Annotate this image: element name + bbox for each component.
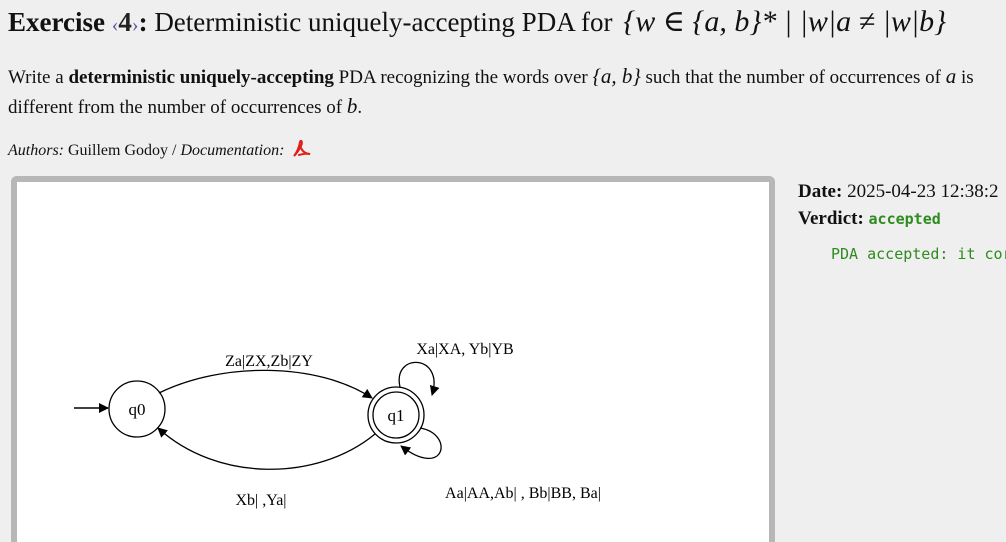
submission-info: Date: 2025-04-23 12:38:2 Verdict: accept… bbox=[798, 178, 999, 233]
desc-sym-b: b bbox=[346, 94, 358, 118]
exercise-title-text: Deterministic uniquely-accepting PDA for bbox=[154, 7, 613, 37]
verdict-value: accepted bbox=[868, 210, 941, 228]
transition-q1-loop-top bbox=[398, 361, 440, 396]
exercise-title-math: {w ∈ {a, b}* | |w|a ≠ |w|b} bbox=[623, 5, 947, 38]
transition-q1-q0-label: Xb| ,Ya| bbox=[235, 492, 286, 509]
exercise-title: Exercise ‹4›: Deterministic uniquely-acc… bbox=[8, 2, 946, 45]
desc-middle: PDA recognizing the words over bbox=[338, 67, 588, 88]
desc-middle2: is different from the number of occurren… bbox=[8, 67, 974, 118]
exercise-number[interactable]: 4 bbox=[118, 7, 132, 37]
next-exercise-icon[interactable]: › bbox=[131, 14, 139, 36]
date-row: Date: 2025-04-23 12:38:2 bbox=[798, 178, 999, 205]
transition-q1-q0 bbox=[157, 427, 376, 470]
pdf-icon[interactable] bbox=[291, 139, 311, 163]
transition-q1-loop-bottom bbox=[400, 427, 442, 460]
state-q0-label: q0 bbox=[129, 400, 146, 419]
desc-end: . bbox=[357, 97, 363, 118]
state-q1-label: q1 bbox=[388, 406, 405, 425]
authors-label: Authors: bbox=[8, 142, 64, 159]
desc-alphabet: {a, b} bbox=[592, 64, 641, 88]
diagram-panel: q0 q1 Za|ZX,Zb|ZY Xb| ,Ya| Xa|XA, Yb|YB … bbox=[11, 176, 775, 542]
transition-q0-q1 bbox=[158, 369, 373, 399]
state-q0[interactable] bbox=[108, 380, 166, 438]
desc-prefix: Write a bbox=[8, 67, 64, 88]
verdict-label: Verdict: bbox=[798, 208, 864, 229]
authors-line: Authors: Guillem Godoy / Documentation: bbox=[8, 139, 311, 163]
desc-bold: deterministic uniquely-accepting bbox=[68, 67, 334, 88]
verdict-message: PDA accepted: it cor bbox=[831, 245, 1006, 263]
date-value: 2025-04-23 12:38:2 bbox=[847, 181, 999, 202]
date-label: Date: bbox=[798, 181, 843, 202]
verdict-row: Verdict: accepted bbox=[798, 205, 999, 233]
authors-names: Guillem Godoy bbox=[68, 142, 168, 159]
transition-q1-loop-top-label: Xa|XA, Yb|YB bbox=[416, 341, 513, 358]
title-colon: : bbox=[138, 7, 148, 37]
prev-exercise-icon[interactable]: ‹ bbox=[111, 14, 119, 36]
documentation-label: Documentation: bbox=[180, 142, 285, 159]
transition-q1-loop-bottom-label: Aa|AA,Ab| , Bb|BB, Ba| bbox=[445, 485, 601, 502]
exercise-word: Exercise bbox=[8, 7, 105, 37]
transition-q0-q1-label: Za|ZX,Zb|ZY bbox=[225, 353, 313, 370]
pda-diagram: q0 q1 Za|ZX,Zb|ZY Xb| ,Ya| Xa|XA, Yb|YB … bbox=[74, 341, 601, 509]
desc-after-alphabet: such that the number of occurrences of bbox=[645, 67, 941, 88]
authors-sep: / bbox=[168, 142, 181, 159]
desc-sym-a: a bbox=[945, 64, 957, 88]
exercise-description: Write a deterministic uniquely-accepting… bbox=[8, 62, 998, 122]
state-q1-accept-ring bbox=[372, 391, 420, 439]
state-q1[interactable] bbox=[367, 386, 425, 444]
